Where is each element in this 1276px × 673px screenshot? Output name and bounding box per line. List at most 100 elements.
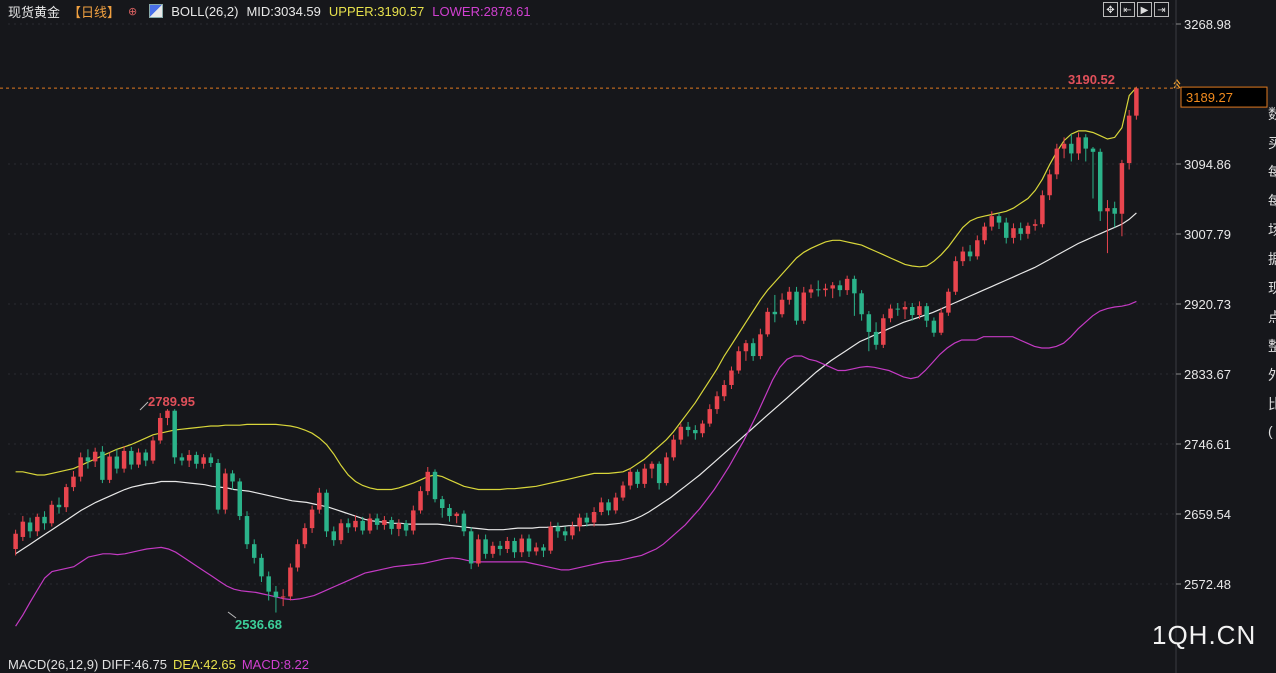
candle-body [121,450,127,469]
candle-body [201,457,206,464]
candle-body [1032,224,1038,226]
candle-body [613,497,619,511]
price-grid [8,23,1176,585]
right-info-char: 外 [1268,367,1276,383]
candle-body [1097,151,1103,212]
candle-body [1047,174,1052,196]
candle-body [490,545,496,554]
candle-body [743,343,749,352]
crosshair-icon[interactable]: ✥ [1103,2,1118,17]
candle-body [237,481,243,517]
candle-body [707,409,713,424]
candle-body [411,510,416,531]
right-info-char: 据 [1268,251,1276,267]
right-info-char: 比 [1268,396,1276,412]
candle-body [656,463,662,484]
candle-body [772,311,778,315]
jump-end-icon[interactable]: ⇥ [1154,2,1169,17]
candle-body [562,531,568,536]
candle-body [150,440,156,461]
indicator-icon[interactable] [149,4,164,18]
candle-body [902,306,908,310]
indicator-header: 现货黄金 【日线】 ⊕ BOLL(26,2) MID:3034.59 UPPER… [0,0,531,22]
candle-body [1011,228,1016,238]
candle-body [1083,137,1089,149]
candle-body [960,251,966,262]
watermark: 1QH.CN [1152,620,1257,650]
candle-body [179,457,185,461]
candle-body [172,410,177,458]
candle-body [975,240,980,257]
candle-body [483,539,488,554]
candle-body [844,278,850,291]
period-label[interactable]: 【日线】 [68,4,121,20]
boll-lower-line [15,300,1137,627]
right-info-char: 现 [1268,280,1276,296]
candle-body [230,473,235,482]
candle-body [360,520,365,531]
candle-body [881,318,886,345]
candle-body [309,509,315,529]
candle-body [107,456,112,480]
play-icon[interactable]: ▶ [1137,2,1152,17]
candle-body [801,292,807,321]
price-axis: 3268.98 3094.86 3007.79 2920.73 2833.67 2746.… [1175,0,1231,673]
recent-high-annotation: 3190.52 [1068,72,1115,87]
candle-body [642,468,647,484]
candle-body [671,439,676,458]
candle-body [302,528,308,545]
candle-body [129,450,134,465]
candle-body [1054,148,1060,175]
tick-label: 2746.61 [1184,437,1231,452]
candle-body [721,384,727,397]
candle-body [714,396,720,410]
high-annotation: 2789.95 [148,394,195,409]
right-info-char: 整 [1268,338,1276,354]
candle-body [830,285,835,289]
candle-body [1076,137,1081,154]
candle-body [63,487,69,508]
candle-body [931,320,937,333]
candle-body [165,410,170,418]
settings-icon[interactable]: ⊕ [128,5,138,18]
candle-body [888,308,893,319]
candle-body [555,526,561,532]
candle-body [367,518,373,531]
candle-body [635,471,640,484]
candle-body [649,463,655,469]
candle-body [476,539,481,564]
candle-body [1090,148,1096,152]
candle-body [570,526,575,536]
candle-body [194,454,199,464]
candle-body [338,523,344,541]
jump-start-icon[interactable]: ⇤ [1120,2,1135,17]
candle-body [1069,143,1074,154]
candle-body [382,520,387,525]
candle-body [374,518,380,525]
symbol-name[interactable]: 现货黄金 [8,4,61,20]
candle-body [938,312,944,333]
current-price-label: 3189.27 [1186,90,1233,105]
candle-body [418,491,423,511]
candle-body [1040,195,1045,225]
macd-dea-label: DEA:42.65 [172,657,236,672]
candle-body [837,285,843,291]
right-info-char: 点 [1268,309,1276,325]
candle-body [750,343,756,357]
candle-body [787,291,792,300]
candle-body [1105,208,1110,212]
candle-body [866,314,872,332]
current-price-line: 3189.27 [0,79,1268,108]
candle-body [244,516,250,545]
right-info-char: 数 [1268,106,1276,122]
candle-body [143,452,149,461]
candle-body [685,426,691,431]
candle-body [873,331,879,345]
candle-body [425,471,431,492]
high-annotation-leader [139,401,149,411]
tick-label: 2920.73 [1184,297,1231,312]
tick-label: 3007.79 [1184,227,1231,242]
candle-body [823,288,828,291]
candle-body [461,513,467,532]
